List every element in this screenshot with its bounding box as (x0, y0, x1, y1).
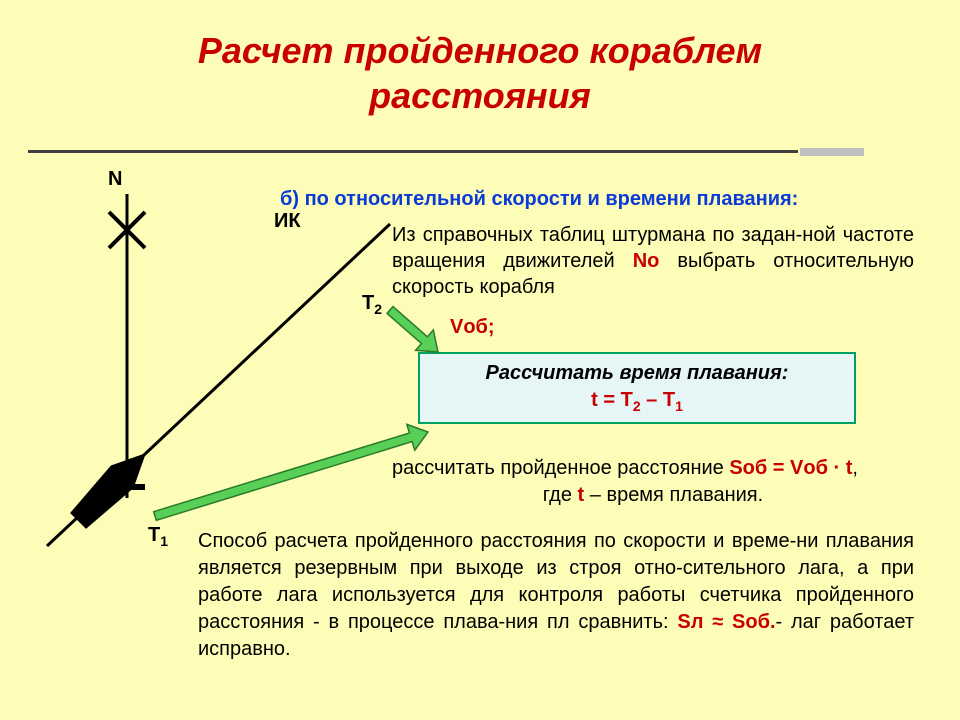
course-diagram (0, 0, 960, 720)
